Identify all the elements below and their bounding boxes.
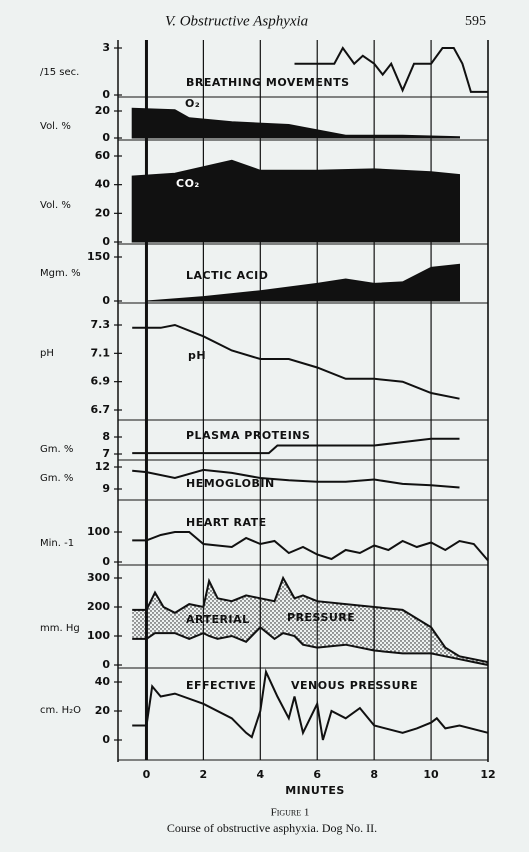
x-tick-label: 12 [480,768,495,781]
annotation: ARTERIAL [186,613,250,626]
y-tick-label: 12 [95,460,110,473]
y-axis-label: Gm. % [40,444,73,455]
annotation: EFFECTIVE [186,679,256,692]
annotation: BREATHING MOVEMENTS [186,76,350,89]
x-tick-label: 8 [370,768,378,781]
y-tick-label: 3 [102,41,110,54]
y-axis-label: Vol. % [40,121,71,132]
figure-label: Figure 1 [271,807,310,819]
y-tick-label: 300 [87,571,110,584]
y-tick-label: 20 [95,206,111,219]
y-tick-label: 20 [95,104,111,117]
annotation: LACTIC ACID [186,269,268,282]
y-tick-label: 40 [95,178,111,191]
data-line [132,575,489,664]
y-tick-label: 0 [102,131,110,144]
running-header: V. Obstructive Asphyxia [165,13,308,29]
data-line [132,531,489,562]
y-tick-label: 0 [102,555,110,568]
data-line [132,668,489,741]
y-tick-label: 100 [87,525,110,538]
y-tick-label: 0 [102,88,110,101]
x-tick-label: 2 [200,768,208,781]
data-area [146,263,460,302]
y-axis-label: cm. H₂O [40,705,81,716]
annotation: HEART RATE [186,516,267,529]
y-tick-label: 0 [102,658,110,671]
y-axis-label: Mgm. % [40,268,81,279]
y-tick-label: 9 [102,482,110,495]
page-number: 595 [465,14,486,29]
y-tick-label: 200 [87,600,110,613]
data-area [131,159,460,243]
annotation: HEMOGLOBIN [186,477,275,490]
figure-caption: Course of obstructive asphyxia. Dog No. … [167,821,377,835]
y-tick-label: 150 [87,250,110,263]
annotation: PRESSURE [287,611,355,624]
y-tick-label: 0 [102,733,110,746]
y-axis-label: pH [40,348,54,359]
x-axis-label: MINUTES [285,784,345,797]
data-area [131,107,460,139]
annotation: PLASMA PROTEINS [186,429,310,442]
y-tick-label: 20 [95,704,111,717]
y-tick-label: 8 [102,430,110,443]
annotation: O₂ [185,97,200,110]
x-tick-label: 4 [256,768,264,781]
annotation: pH [188,349,206,362]
y-tick-label: 0 [102,294,110,307]
y-tick-label: 7.1 [91,346,111,359]
y-tick-label: 6.7 [91,403,111,416]
y-axis-label: Gm. % [40,473,73,484]
y-axis-label: mm. Hg [40,623,80,634]
data-line [132,437,460,455]
y-tick-label: 100 [87,629,110,642]
y-tick-label: 40 [95,675,111,688]
y-tick-label: 6.9 [91,375,111,388]
x-tick-label: 0 [143,768,151,781]
data-line [132,468,460,489]
data-line [132,625,489,666]
x-tick-label: 10 [423,768,439,781]
x-tick-label: 6 [313,768,321,781]
y-tick-label: 7 [102,447,110,460]
y-tick-label: 7.3 [91,318,111,331]
y-axis-label: Min. -1 [40,538,74,549]
annotation: VENOUS PRESSURE [291,679,418,692]
data-line [294,46,488,93]
y-tick-label: 0 [102,235,110,248]
data-line [132,323,460,400]
annotation: CO₂ [176,177,200,190]
y-axis-label: /15 sec. [40,67,79,78]
y-axis-label: Vol. % [40,200,71,211]
y-tick-label: 60 [95,149,111,162]
